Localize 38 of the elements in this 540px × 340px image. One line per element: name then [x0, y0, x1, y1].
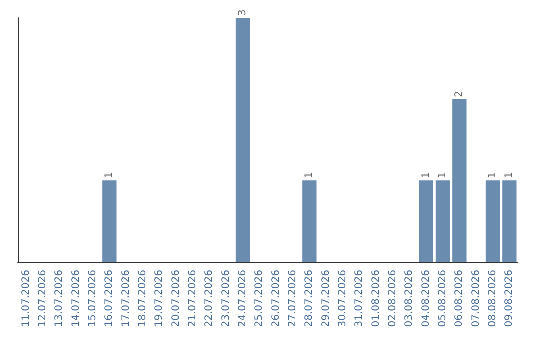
x-tick-label: 21.07.2026 — [188, 270, 198, 328]
x-tick-label: 23.07.2026 — [220, 270, 232, 328]
x-tick-label: 06.08.2026 — [454, 270, 466, 328]
x-tick-label: 01.08.2026 — [370, 270, 382, 328]
x-tick-label: 03.08.2026 — [404, 270, 416, 328]
x-tick-label: 11.07.2026 — [20, 270, 32, 328]
x-tick-label: 27.07.2026 — [288, 270, 298, 328]
data-label: 1 — [488, 172, 498, 179]
x-tick-label: 12.07.2026 — [38, 270, 48, 328]
x-tick-label: 19.07.2026 — [154, 270, 166, 328]
x-tick-label: 05.08.2026 — [438, 270, 448, 328]
x-tick-label: 25.07.2026 — [254, 270, 266, 328]
x-tick-label: 20.07.2026 — [170, 270, 182, 328]
data-label: 3 — [238, 10, 248, 16]
x-tick-label: 18.07.2026 — [138, 270, 148, 328]
x-tick-label: 07.08.2026 — [470, 270, 482, 328]
x-tick-label: 29.07.2026 — [320, 270, 332, 328]
data-label: 1 — [104, 172, 116, 179]
data-label: 1 — [420, 172, 432, 179]
data-label: 1 — [504, 172, 516, 179]
x-tick-label: 09.08.2026 — [504, 270, 516, 328]
x-tick-label: 13.07.2026 — [54, 270, 66, 328]
data-label: 1 — [438, 172, 448, 179]
x-tick-label: 22.07.2026 — [204, 270, 216, 328]
x-tick-label: 15.07.2026 — [88, 270, 98, 328]
x-tick-label: 28.07.2026 — [304, 270, 316, 328]
x-tick-label: 24.07.2026 — [238, 270, 248, 328]
x-tick-label: 04.08.2026 — [420, 270, 432, 328]
data-label: 1 — [304, 172, 316, 179]
x-tick-label: 30.07.2026 — [338, 270, 348, 328]
x-tick-label: 26.07.2026 — [270, 270, 282, 328]
x-tick-label: 16.07.2026 — [104, 270, 116, 328]
data-label: 2 — [454, 90, 466, 98]
x-tick-label: 08.08.2026 — [488, 270, 498, 328]
x-tick-label: 14.07.2026 — [70, 270, 82, 328]
x-tick-label: 31.07.2026 — [354, 270, 366, 328]
x-tick-label: 17.07.2026 — [120, 270, 132, 328]
x-tick-label: 02.08.2026 — [388, 270, 398, 328]
